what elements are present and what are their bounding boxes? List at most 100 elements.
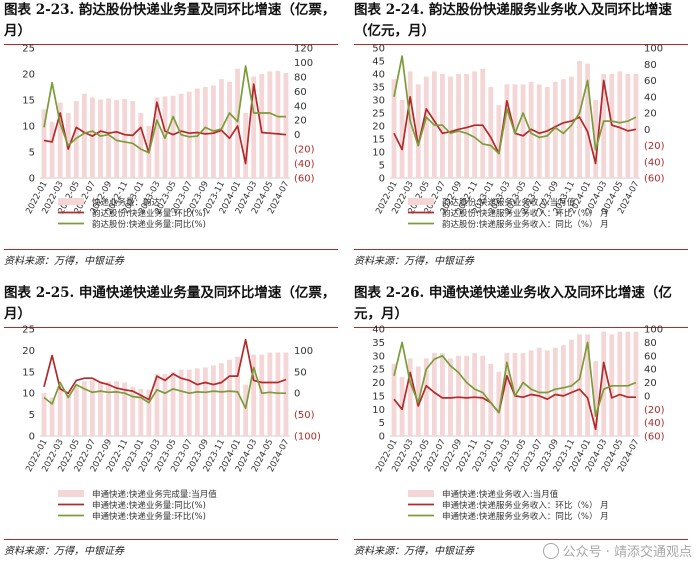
bar xyxy=(57,386,63,436)
bar xyxy=(585,63,590,178)
bar xyxy=(391,79,397,178)
left-tick-label: 25 xyxy=(372,109,385,120)
right-tick-label: 20 xyxy=(294,116,307,127)
bar xyxy=(219,363,224,436)
bar xyxy=(41,393,47,436)
chart-panel-yunda-volume: 图表 2-23. 韵达股份快递业务量及同环比增速（亿票，月） 0 5 10 15 20 2… xyxy=(0,0,340,283)
left-tick-label: 15 xyxy=(22,96,35,107)
legend-label: 快递业务量：韵达 xyxy=(92,197,161,208)
bar xyxy=(251,354,257,436)
chart-panel-sto-volume: 图表 2-25. 申通快递快递业务量及同环比增速（亿票，月） 0 5 10 15 20 2… xyxy=(0,283,340,566)
bar xyxy=(210,365,216,436)
bar xyxy=(81,381,87,436)
bar xyxy=(504,353,510,436)
left-tick-label: 40 xyxy=(372,70,385,81)
bar xyxy=(130,101,136,178)
chart-svg: 0510152025(60)(40)(20)020406080100120202… xyxy=(22,44,315,231)
bar xyxy=(65,393,71,436)
right-tick-label: 100 xyxy=(294,58,313,69)
series-line xyxy=(393,55,637,155)
bar xyxy=(146,389,152,436)
bar xyxy=(251,76,257,178)
bar xyxy=(601,74,607,178)
bar xyxy=(98,382,103,436)
bar xyxy=(178,93,184,178)
bar xyxy=(552,81,558,178)
left-tick-label: 25 xyxy=(372,365,385,376)
chart-svg: 0 5 10 15 20 25 30 35 40 45 50 (60) (40) (20) 0 20 40 60 8… xyxy=(372,44,665,231)
left-tick-label: 5 xyxy=(379,418,385,429)
source-note: 资料来源：万得，中银证券 xyxy=(354,256,474,267)
right-tick-label: (60) xyxy=(644,174,665,185)
legend-label: 申通快递:快递业务量:同比(%) xyxy=(92,500,206,511)
source-note: 资料来源：万得，中银证券 xyxy=(4,546,124,557)
bar xyxy=(464,74,470,178)
bar xyxy=(114,381,120,436)
right-tick-label: (20) xyxy=(294,145,315,156)
bar xyxy=(154,373,160,436)
bar xyxy=(472,353,478,436)
bar xyxy=(259,74,265,178)
bar xyxy=(114,100,120,178)
right-tick-label: 50 xyxy=(294,367,307,378)
right-tick-label: 20 xyxy=(644,109,657,120)
bar xyxy=(552,347,558,436)
right-tick-label: (40) xyxy=(644,157,665,168)
right-tick-label: 120 xyxy=(294,44,313,55)
bar xyxy=(593,100,599,178)
left-tick-label: 0 xyxy=(29,174,35,185)
right-tick-label: 60 xyxy=(644,76,657,87)
right-tick-label: 60 xyxy=(644,351,657,362)
left-tick-label: 5 xyxy=(29,148,35,159)
left-tick-label: 0 xyxy=(379,432,385,443)
left-tick-label: 10 xyxy=(372,148,385,159)
bar xyxy=(633,331,639,436)
bar xyxy=(227,81,232,178)
bar xyxy=(73,385,79,436)
bar xyxy=(202,367,208,436)
left-tick-label: 15 xyxy=(22,367,35,378)
left-tick-label: 35 xyxy=(372,83,385,94)
bar xyxy=(480,355,486,436)
right-tick-label: 20 xyxy=(644,378,657,389)
bar xyxy=(122,382,128,436)
bar xyxy=(283,352,289,436)
right-tick-label: (60) xyxy=(294,174,315,185)
title-rule xyxy=(354,327,688,328)
bar xyxy=(57,102,63,178)
left-tick-label: 40 xyxy=(372,325,385,336)
title-rule xyxy=(4,327,338,328)
title-rule xyxy=(4,44,338,45)
left-tick-label: 0 xyxy=(29,432,35,443)
bar xyxy=(633,74,639,178)
bar xyxy=(617,71,623,178)
bar xyxy=(73,101,79,178)
bar xyxy=(275,352,281,436)
bar xyxy=(569,339,574,436)
legend-label: 韵达股份:快递服务业务收入：同比（%） 月 xyxy=(442,219,609,230)
right-tick-label: 40 xyxy=(644,92,657,103)
legend-swatch-bar xyxy=(58,198,84,205)
bar xyxy=(130,386,136,436)
bar xyxy=(520,84,526,178)
bar xyxy=(407,71,413,178)
chart-panel-yunda-revenue: 图表 2-24. 韵达股份快递服务业务收入及同环比增速（亿元，月） 0 5 10 15… xyxy=(350,0,690,283)
footer-rule xyxy=(4,249,338,250)
bar xyxy=(488,87,494,178)
bar xyxy=(528,350,534,436)
bar xyxy=(186,369,192,436)
left-tick-label: 10 xyxy=(372,405,385,416)
bar xyxy=(259,354,265,436)
watermark-text: 公众号 · 靖添交通观点 xyxy=(562,545,692,560)
left-tick-label: 30 xyxy=(372,96,385,107)
left-tick-label: 0 xyxy=(379,174,385,185)
series-line xyxy=(43,366,286,410)
bar xyxy=(106,381,111,436)
bar xyxy=(407,358,413,436)
bar xyxy=(536,84,542,178)
bar xyxy=(235,68,240,178)
legend-label: 申通快递:快递业务量:环比(%) xyxy=(92,511,206,522)
bar xyxy=(423,76,429,178)
bar xyxy=(138,113,144,178)
right-tick-label: 40 xyxy=(294,101,307,112)
